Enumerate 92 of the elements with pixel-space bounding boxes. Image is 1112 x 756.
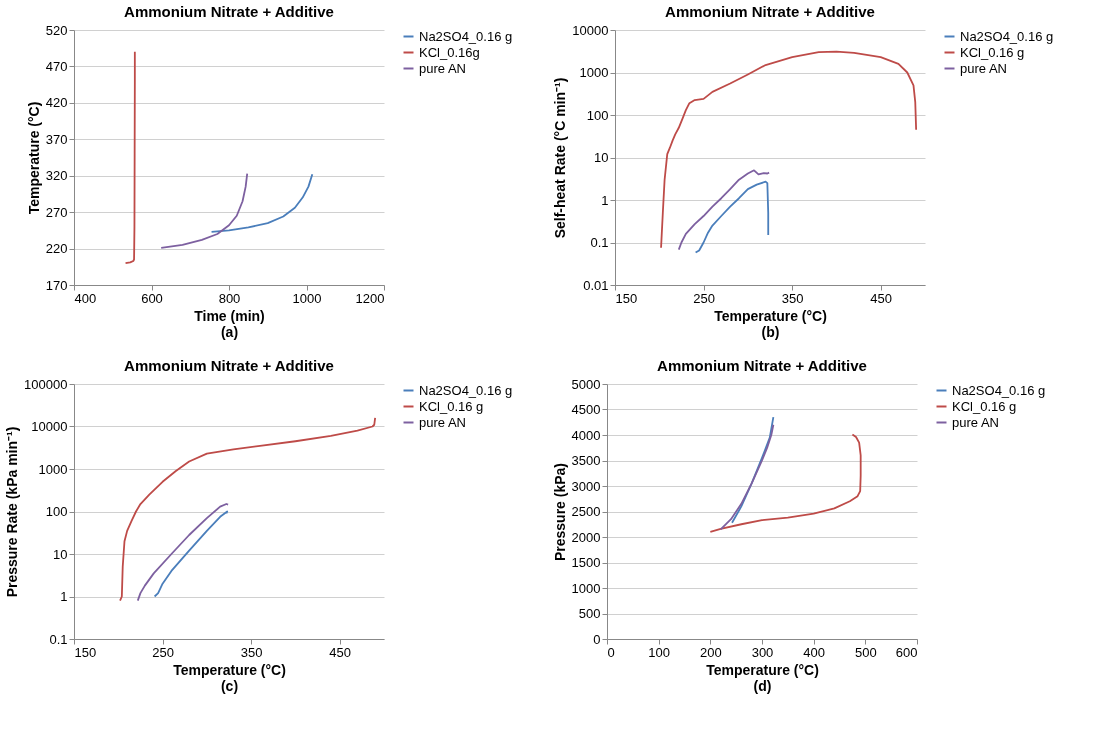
- text: (a): [220, 323, 239, 340]
- x-tick-label: 800: [218, 290, 241, 306]
- x-tick-label: 350: [781, 290, 804, 306]
- y-tick-label: 3000: [571, 478, 601, 494]
- y-tick-label: 5000: [571, 376, 601, 392]
- legend-label: pure AN: [419, 414, 466, 430]
- x-tick-label: 400: [74, 290, 97, 306]
- x-axis-title: Time (min): [194, 307, 265, 324]
- legend-label: KCl_0.16 g: [960, 44, 1025, 60]
- line-series: [124, 50, 136, 265]
- line-series: [153, 510, 229, 598]
- y-tick-label: 100000: [24, 376, 68, 392]
- line-series: [694, 180, 770, 254]
- y-tick-label: 100: [586, 107, 609, 123]
- legend-label: pure AN: [419, 60, 466, 76]
- x-tick-label: 100: [648, 644, 671, 660]
- x-axis-title: Temperature (°C): [173, 661, 286, 678]
- y-tick-label: 10000: [31, 419, 68, 434]
- y-tick-label: 1000: [579, 65, 609, 80]
- chart-title: Ammonium Nitrate + Additive: [124, 357, 334, 374]
- y-tick-label: 10000: [572, 22, 609, 38]
- y-tick-label: 10: [594, 150, 609, 165]
- legend-label: KCl_0.16 g: [419, 398, 484, 414]
- y-tick-label: 420: [45, 95, 68, 111]
- x-tick-label: 400: [803, 644, 826, 660]
- line-series: [709, 433, 862, 533]
- y-tick-label: 1000: [38, 461, 68, 477]
- y-tick-label: 500: [578, 606, 601, 621]
- y-tick-label: 1500: [571, 555, 601, 570]
- legend-label: KCl_0.16 g: [952, 398, 1017, 414]
- y-tick-label: 2500: [571, 504, 601, 519]
- y-tick-label: 320: [45, 168, 68, 184]
- y-tick-label: 220: [45, 241, 68, 257]
- line-series: [119, 416, 377, 602]
- x-tick-label: 150: [74, 644, 97, 660]
- legend-label: pure AN: [960, 60, 1007, 76]
- x-tick-label: 450: [870, 290, 893, 306]
- legend-label: Na2SO4_0.16 g: [960, 28, 1054, 44]
- y-tick-label: 0.1: [49, 631, 68, 647]
- text: (b): [761, 323, 780, 340]
- line-series: [136, 503, 230, 602]
- x-tick-label: 200: [699, 644, 722, 660]
- y-axis-title: Pressure (kPa): [551, 462, 568, 562]
- y-tick-label: 100: [45, 504, 68, 519]
- y-axis-title: Temperature (°C): [25, 101, 42, 215]
- legend-label: KCl_0.16g: [419, 44, 480, 60]
- legend-label: pure AN: [952, 414, 999, 430]
- x-tick-label: 600: [141, 290, 163, 306]
- x-tick-label: 150: [615, 290, 638, 306]
- line-series: [660, 50, 918, 249]
- y-tick-label: 2000: [571, 529, 601, 545]
- x-tick-label: 1200: [355, 290, 385, 306]
- legend-label: Na2SO4_0.16 g: [952, 382, 1046, 398]
- x-axis-title: Temperature (°C): [714, 307, 827, 324]
- y-tick-label: 1000: [571, 580, 601, 596]
- y-tick-label: 4000: [571, 427, 601, 443]
- x-tick-label: 450: [329, 644, 352, 660]
- line-series: [677, 169, 771, 251]
- x-tick-label: 250: [152, 644, 174, 660]
- line-series: [719, 423, 775, 531]
- y-axis-title: Self-heat Rate (°C min⁻¹): [552, 77, 569, 239]
- x-tick-label: 350: [240, 644, 263, 660]
- x-axis-title: Temperature (°C): [706, 661, 819, 678]
- y-tick-label: 0: [593, 631, 601, 647]
- legend-label: Na2SO4_0.16 g: [419, 382, 513, 398]
- x-tick-label: 500: [854, 644, 877, 660]
- y-tick-label: 470: [45, 58, 68, 74]
- y-tick-label: 4500: [571, 402, 601, 417]
- y-tick-label: 3500: [571, 453, 601, 468]
- legend-label: Na2SO4_0.16 g: [419, 28, 513, 44]
- chart-title: Ammonium Nitrate + Additive: [124, 3, 334, 20]
- chart-title: Ammonium Nitrate + Additive: [665, 3, 875, 20]
- y-tick-label: 370: [45, 131, 68, 147]
- x-tick-label: 1000: [292, 290, 322, 306]
- line-series: [210, 173, 314, 233]
- y-axis-title: Pressure Rate (kPa min⁻¹): [4, 426, 21, 598]
- y-tick-label: 0.01: [583, 277, 609, 293]
- y-tick-label: 270: [45, 204, 68, 220]
- y-tick-label: 0.1: [590, 235, 609, 250]
- y-tick-label: 520: [45, 22, 68, 38]
- line-series: [731, 416, 775, 524]
- x-tick-label: 600: [895, 644, 918, 660]
- text: (c): [220, 677, 239, 694]
- x-tick-label: 250: [693, 290, 715, 306]
- text: (d): [753, 677, 772, 694]
- y-tick-label: 10: [53, 546, 68, 562]
- line-series: [160, 172, 249, 249]
- y-tick-label: 1: [60, 589, 68, 604]
- y-tick-label: 170: [45, 277, 68, 293]
- x-tick-label: 300: [751, 644, 774, 660]
- chart-title: Ammonium Nitrate + Additive: [657, 357, 867, 374]
- y-tick-label: 1: [601, 192, 609, 208]
